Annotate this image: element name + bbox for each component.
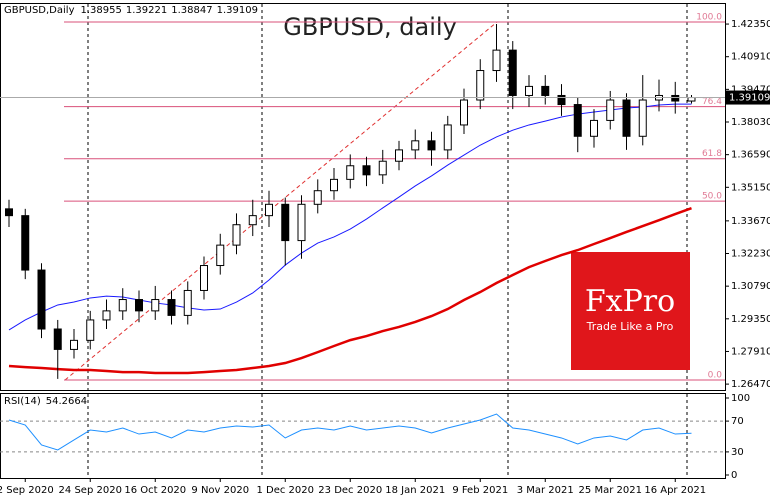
x-tick-label: 18 Jan 2021 [385, 485, 445, 496]
x-tick-label: 3 Mar 2021 [517, 485, 574, 496]
candle-body [622, 99, 631, 137]
y-tick-label: 1.40910 [731, 52, 770, 63]
price-marker [726, 90, 770, 105]
candle-body [492, 49, 501, 72]
close-value: 1.39109 [217, 5, 258, 16]
candle-body [102, 310, 111, 321]
price-marker-label: 1.39109 [729, 93, 770, 104]
candle-body [411, 140, 420, 151]
x-tick-label: 16 Apr 2021 [644, 485, 706, 496]
candle-body [395, 149, 403, 162]
symbol: GBPUSD,Daily [4, 5, 75, 16]
chart-title: GBPUSD, daily [283, 13, 457, 41]
candle-body [508, 49, 517, 96]
x-tick-label: 1 Dec 2020 [256, 485, 314, 496]
moving-average [8, 206, 692, 375]
candle-body [460, 99, 468, 126]
x-tick-label: 23 Dec 2020 [318, 485, 382, 496]
candle-body [53, 328, 62, 350]
candle-body [638, 99, 647, 137]
candle-body [541, 85, 550, 96]
y-tick-label: 30 [731, 447, 744, 458]
candle-body [21, 215, 30, 271]
fib-label: 0.0 [708, 371, 723, 381]
y-tick-label: 1.35150 [731, 182, 770, 193]
candle-body [281, 203, 290, 242]
candle-body [378, 160, 387, 176]
y-tick-label: 1.38030 [731, 117, 770, 128]
candle-body [86, 319, 95, 341]
candle-body [248, 215, 257, 226]
rsi-panel [0, 393, 726, 479]
candle-body [200, 265, 208, 291]
candle-body [232, 224, 241, 246]
candle-body [590, 119, 598, 137]
candle-body [362, 165, 371, 176]
y-tick-label: 1.36590 [731, 150, 770, 161]
y-tick-label: 1.32230 [731, 249, 770, 260]
x-tick-label: 2 Sep 2020 [0, 485, 54, 496]
x-tick-label: 24 Sep 2020 [59, 485, 122, 496]
low-value: 1.38847 [171, 5, 212, 16]
y-tick-label: 1.42350 [731, 19, 770, 30]
candle-body [671, 94, 680, 102]
candle-body [183, 289, 192, 316]
y-tick-label: 1.30790 [731, 281, 770, 292]
y-tick-label: 1.29350 [731, 314, 770, 325]
logo-brand: FxPro [585, 284, 675, 319]
y-tick-label: 1.26470 [731, 379, 770, 390]
rsi-value: 54.2664 [46, 396, 87, 407]
candle-body [118, 299, 127, 312]
period-separators [87, 4, 688, 478]
x-tick-label: 25 Mar 2021 [579, 485, 642, 496]
rsi-line [8, 413, 692, 451]
candle-body [70, 339, 78, 350]
y-tick-label: 70 [731, 416, 744, 427]
candle-body [557, 94, 566, 106]
chart-header: GBPUSD,Daily 1.38955 1.39221 1.38847 1.39109 [4, 5, 258, 16]
y-tick-label: 100 [731, 393, 750, 404]
y-tick-label: 1.39470 [731, 84, 770, 95]
logo [571, 252, 690, 370]
candle-body [297, 203, 306, 242]
candle-body [443, 124, 452, 151]
candle-body [346, 165, 355, 180]
fib-label: 100.0 [696, 13, 722, 23]
x-tick-label: 9 Nov 2020 [191, 485, 249, 496]
fib-label: 50.0 [702, 192, 722, 202]
logo-slogan: Trade Like a Pro [586, 320, 674, 333]
rsi-label: RSI(14) [4, 396, 41, 407]
candle-body [330, 178, 338, 192]
candle-body [265, 203, 273, 217]
open-value: 1.38955 [81, 5, 122, 16]
candle-body [151, 299, 160, 312]
x-tick-label: 16 Oct 2020 [124, 485, 186, 496]
candle-body [216, 244, 225, 267]
fib-label: 76.4 [702, 97, 722, 107]
fib-label: 61.8 [702, 149, 722, 159]
x-tick-label: 9 Feb 2021 [452, 485, 508, 496]
y-tick-label: 1.33670 [731, 216, 770, 227]
candle-body [427, 140, 436, 151]
y-tick-label: 0 [731, 470, 737, 481]
y-tick-label: 1.27910 [731, 346, 770, 357]
candle-body [135, 299, 143, 312]
candle-body [5, 208, 13, 217]
high-value: 1.39221 [126, 5, 167, 16]
candle-body [37, 269, 46, 330]
candle-body [687, 97, 696, 102]
candle-body [167, 299, 176, 316]
candle-body [476, 70, 485, 101]
candle-body [525, 85, 533, 96]
candle-body [573, 104, 582, 137]
candle-body [313, 190, 322, 205]
rsi-header: RSI(14) 54.2664 [4, 396, 87, 407]
candle-body [606, 99, 615, 121]
